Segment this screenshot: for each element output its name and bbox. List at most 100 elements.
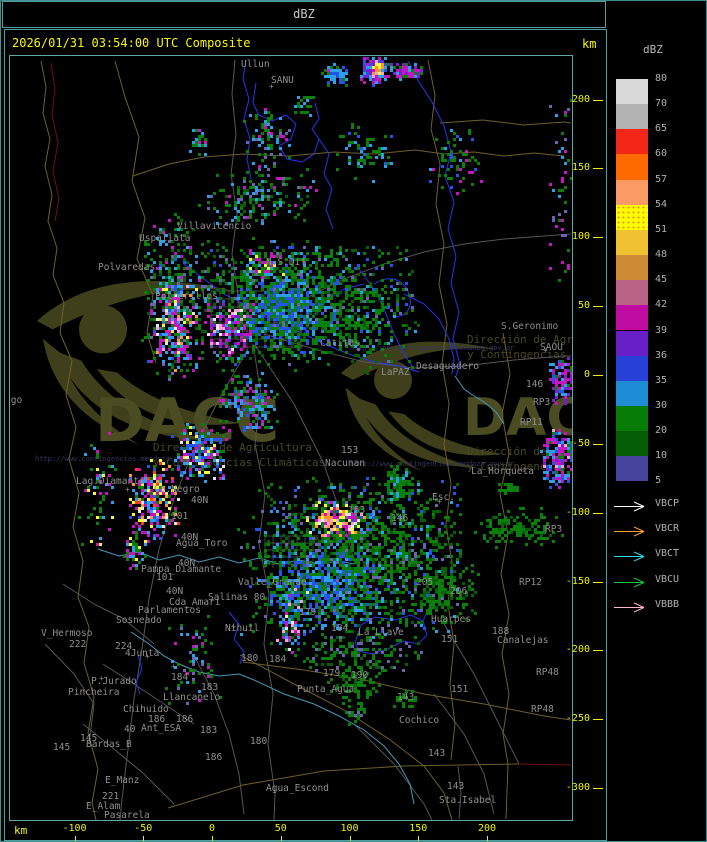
radar-echo-cluster: [234, 273, 327, 345]
map-place-label: Punta_Agua: [297, 684, 354, 695]
vector-arrow-vbcr-icon: [613, 523, 649, 537]
bottom-axis-tick-label: 0: [208, 823, 216, 834]
map-place-label: V_Hermoso: [41, 628, 93, 639]
radar-echo-cluster: [129, 459, 180, 543]
radar-echo-cluster: [306, 501, 366, 537]
map-place-label: 190: [351, 670, 368, 681]
right-axis-tick: [593, 306, 603, 308]
scale-label-65: 65: [655, 123, 668, 135]
scale-swatch-36: [616, 355, 648, 381]
bottom-axis-tick: [212, 836, 213, 841]
bottom-axis-tick: [74, 836, 76, 841]
watermark-url: http://www.contingencias.mendoza.gov.ar: [350, 344, 514, 352]
map-place-label: 151: [451, 684, 468, 695]
map-place-label: 205: [416, 577, 433, 588]
right-axis-tick-label: 0: [583, 369, 590, 380]
map-place-label: Esc.: [432, 492, 455, 503]
radar-echo-cluster: [123, 531, 150, 570]
map-place-label: 180: [241, 653, 258, 664]
map-place-label: 224: [115, 641, 132, 652]
map-place-label: RP3: [533, 397, 550, 408]
scale-label-36: 36: [655, 349, 668, 361]
right-axis-tick: [593, 99, 603, 101]
map-place-label: Huarpes: [431, 614, 471, 625]
vector-label-vbcr: VBCR: [655, 523, 680, 535]
map-place-label: Salinas 80: [208, 592, 265, 603]
map-place-label: 151: [441, 634, 458, 645]
scale-label-45: 45: [655, 274, 668, 286]
radar-echo-cluster: [153, 285, 198, 372]
station-mark-icon: +: [145, 652, 150, 661]
vector-label-vbcp: VBCP: [655, 498, 680, 509]
map-place-label: 146: [391, 513, 408, 524]
map-layer-boundary-west: [40, 59, 572, 820]
map-place-label: 143: [447, 781, 464, 792]
radar-echo-cluster: [384, 462, 414, 504]
map-place-label: 143: [397, 692, 414, 703]
map-place-label: 40N: [181, 532, 198, 543]
bottom-axis-tick: [487, 836, 488, 841]
right-axis-tick: [593, 168, 603, 170]
map-place-label: 188: [492, 626, 509, 637]
right-axis-tick-label: -150: [565, 575, 590, 587]
vector-arrow-vbct-icon: [613, 548, 649, 562]
map-place-label: Agua_Escond: [266, 783, 329, 794]
scale-label-35: 35: [655, 374, 668, 386]
legend-title: dBZ: [643, 43, 663, 56]
radar-echo-cluster: [165, 615, 222, 705]
vector-arrow-vbcp-icon: [613, 498, 649, 512]
scale-swatch-60: [616, 154, 648, 180]
timestamp-label: 2026/01/31 03:54:00 UTC Composite: [12, 36, 251, 50]
bottom-axis-tick-label: -50: [134, 823, 153, 834]
map-place-label: 184: [269, 654, 286, 665]
map-place-label: 206: [450, 586, 467, 597]
map-place-label: 40N: [178, 558, 195, 569]
map-place-label: Ullun: [241, 59, 270, 70]
map-place-label: Cda_Amari: [169, 597, 221, 608]
map-place-label: 4Junta: [125, 648, 159, 659]
radar-echo-cluster: [219, 372, 279, 432]
map-place-label: Co.Negro: [154, 484, 200, 495]
scale-swatch-54: [616, 204, 648, 230]
map-place-label: Bardas_B: [86, 739, 132, 750]
radar-map-panel: 2026/01/31 03:54:00 UTC Composite km DAC…: [4, 29, 607, 841]
scale-label-39: 39: [655, 324, 668, 336]
radar-echo-cluster: [201, 303, 255, 357]
bottom-axis-unit-label: km: [14, 824, 28, 837]
map-place-label: Nihuil: [225, 623, 259, 634]
map-place-label: Potrerillos: [155, 291, 218, 302]
map-place-label: Sta.Isabel: [439, 795, 496, 806]
scale-swatch-35: [616, 380, 648, 406]
map-place-label: Polvaredas: [98, 262, 155, 273]
scale-label-30: 30: [655, 399, 668, 411]
scale-swatch-39: [616, 330, 648, 356]
scale-label-10: 10: [655, 450, 668, 462]
radar-echo-cluster: [429, 129, 483, 195]
watermark-line1: Dirección de Agricultura: [467, 445, 572, 458]
right-axis-tick: [593, 581, 603, 583]
map-place-label: 40N: [191, 495, 208, 506]
radar-echo-cluster: [498, 483, 519, 495]
map-place-label: S.Geronimo: [501, 321, 558, 332]
radar-echo-cluster: [243, 108, 291, 171]
map-place-label: RP48: [531, 704, 554, 715]
scale-swatch-80: [616, 79, 648, 105]
map-place-label: Canalejas: [497, 635, 548, 646]
station-mark-icon: +: [171, 662, 176, 671]
map-place-label: 180: [250, 736, 267, 747]
map-place-label: 184: [171, 672, 188, 683]
scale-label-51: 51: [655, 223, 668, 235]
radar-echo-cluster: [246, 249, 285, 279]
map-place-label: RP11: [520, 417, 543, 428]
station-mark-icon: +: [125, 485, 130, 494]
map-place-label: Pasarela: [104, 810, 150, 820]
map-place-label: Cochico: [399, 715, 439, 726]
map-place-label: 179: [299, 607, 316, 618]
radar-echo-cluster: [549, 357, 572, 405]
bottom-axis-tick-label: 200: [477, 823, 497, 834]
map-place-label: Desaguadero: [416, 361, 479, 372]
scale-swatch-65: [616, 129, 648, 155]
map-place-label: 101: [156, 572, 173, 583]
map-place-label: 40N: [166, 586, 183, 597]
